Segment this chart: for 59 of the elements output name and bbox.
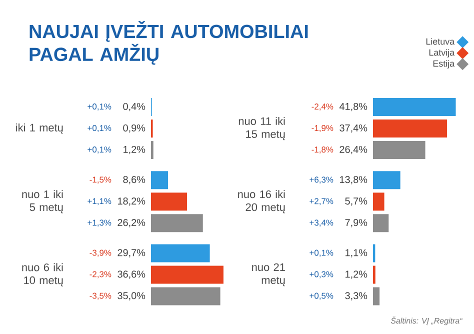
text: -3,5% <box>90 292 112 300</box>
y-tick-label: iki 1 metų <box>16 123 63 134</box>
data-label: 1,1% <box>346 249 368 258</box>
text: -1,9% <box>312 125 334 132</box>
bar <box>373 287 380 306</box>
text: +0,1% <box>88 125 112 132</box>
text: +1,3% <box>88 220 112 227</box>
text: +0,3% <box>310 271 334 278</box>
text: +0,1% <box>88 146 112 154</box>
data-label: 5,7% <box>345 198 368 206</box>
data-label: 26,4% <box>340 146 368 154</box>
data-label: 0,4% <box>123 102 146 112</box>
bar <box>373 98 456 116</box>
bar <box>373 171 400 190</box>
text: -3,9% <box>90 250 112 257</box>
text: -2,4% <box>312 104 334 111</box>
text: +0,1% <box>310 250 334 257</box>
text: +0,5% <box>310 292 334 300</box>
legend-label: Estija <box>433 60 455 68</box>
text: -2,3% <box>90 271 112 278</box>
bar <box>151 244 210 262</box>
data-label: 26,2% <box>118 219 146 228</box>
data-label: 35,0% <box>118 292 146 300</box>
bar <box>373 141 426 160</box>
data-label: 36,6% <box>118 270 146 279</box>
chart-title: NAUJAI ĮVEŽTI AUTOMOBILIAI PAGAL AMŽIŲ <box>30 21 308 65</box>
text: +6,3% <box>310 176 334 184</box>
y-tick-label: nuo 1 iki 5 metų <box>22 190 63 214</box>
data-label: 8,6% <box>123 176 146 184</box>
text: +2,7% <box>310 198 334 206</box>
data-label: 3,3% <box>345 292 368 300</box>
data-label: 41,8% <box>339 102 368 112</box>
y-tick-label: nuo 11 iki 15 metų <box>238 116 285 140</box>
bar <box>151 192 188 211</box>
bar <box>373 120 448 138</box>
text: -1,5% <box>90 176 112 184</box>
bar <box>151 214 203 232</box>
bar <box>373 192 384 211</box>
data-label: 29,7% <box>118 249 146 258</box>
data-label: 7,9% <box>345 219 368 228</box>
bar <box>151 287 220 306</box>
y-tick-label: nuo 21 metų <box>252 263 285 286</box>
text: +0,1% <box>88 104 112 111</box>
data-label: 1,2% <box>124 146 146 154</box>
bar <box>373 214 389 232</box>
data-label: 18,2% <box>118 198 146 206</box>
text: -1,8% <box>312 146 334 154</box>
data-label: 13,8% <box>340 176 368 184</box>
text: +1,1% <box>88 198 112 206</box>
y-tick-label: nuo 6 iki 10 metų <box>22 263 63 286</box>
data-label: 37,4% <box>340 124 368 133</box>
legend-label: Latvija <box>429 49 455 58</box>
y-tick-label: nuo 16 iki 20 metų <box>238 190 285 214</box>
bar <box>151 171 168 190</box>
legend-label: Lietuva <box>426 38 455 45</box>
data-label: 1,2% <box>346 270 368 279</box>
data-label: 0,9% <box>123 124 146 133</box>
text: +3,4% <box>310 220 334 227</box>
bar <box>151 266 224 284</box>
